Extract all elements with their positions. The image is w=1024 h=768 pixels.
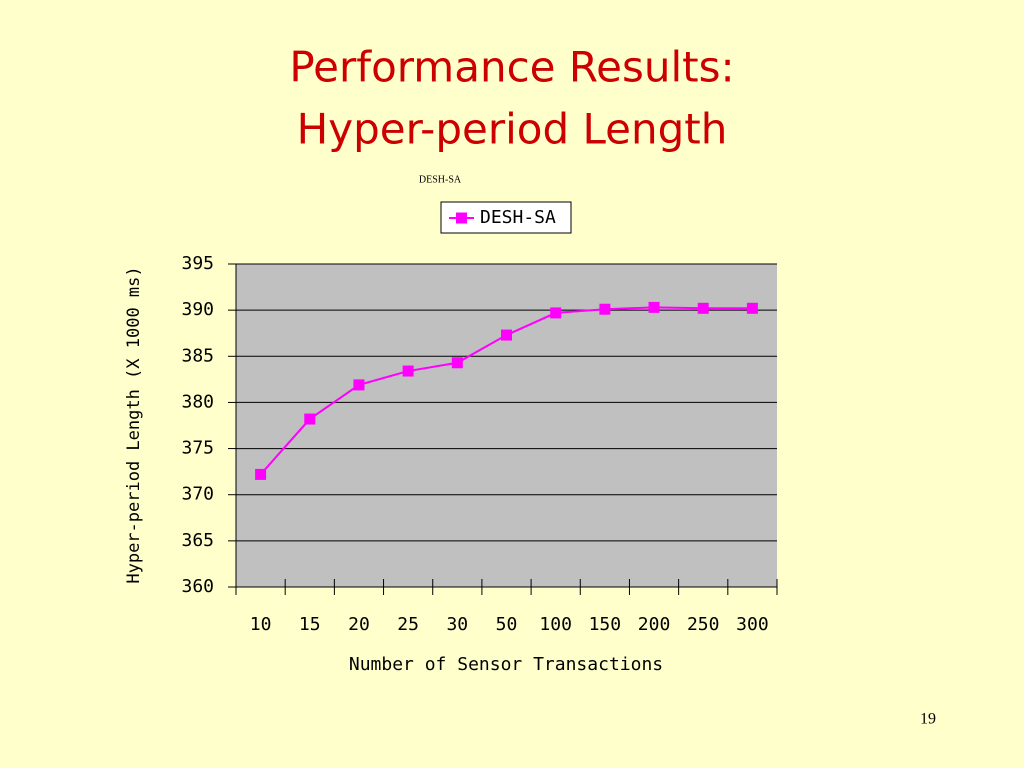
x-tick-label: 30	[446, 614, 468, 635]
y-tick-label: 380	[181, 391, 214, 412]
y-tick-label: 390	[181, 299, 214, 320]
y-axis-label: Hyper-period Length (X 1000 ms)	[124, 266, 144, 584]
plot-area	[236, 264, 777, 587]
marker	[402, 365, 414, 377]
marker	[550, 307, 562, 319]
x-tick-label: 300	[736, 614, 769, 635]
legend-marker	[456, 212, 467, 224]
marker	[697, 302, 709, 314]
slide-title: Hyper-period Length	[297, 105, 728, 154]
marker	[353, 379, 365, 391]
marker	[599, 303, 611, 315]
marker	[304, 413, 316, 425]
x-tick-label: 100	[539, 614, 572, 635]
x-tick-label: 25	[397, 614, 419, 635]
x-tick-label: 150	[589, 614, 622, 635]
x-tick-label: 20	[348, 614, 370, 635]
marker	[746, 302, 758, 314]
x-axis-label: Number of Sensor Transactions	[349, 654, 663, 675]
marker	[501, 329, 512, 341]
x-tick-label: 250	[687, 614, 720, 635]
page-number: 19	[920, 711, 936, 728]
legend-label: DESH-SA	[480, 207, 556, 228]
y-tick-label: 365	[181, 530, 214, 551]
marker	[648, 301, 660, 313]
slide-title: Performance Results:	[289, 43, 734, 92]
y-tick-label: 370	[181, 484, 214, 505]
y-tick-label: 385	[181, 345, 214, 366]
chart-title: DESH-SA	[419, 174, 462, 185]
x-tick-label: 200	[638, 614, 671, 635]
y-tick-label: 395	[181, 253, 214, 274]
x-tick-label: 15	[299, 614, 321, 635]
y-tick-label: 375	[181, 438, 214, 459]
marker	[255, 468, 267, 480]
y-tick-label: 360	[181, 576, 214, 597]
x-tick-label: 10	[250, 614, 272, 635]
x-tick-label: 50	[496, 614, 518, 635]
marker	[451, 357, 463, 369]
